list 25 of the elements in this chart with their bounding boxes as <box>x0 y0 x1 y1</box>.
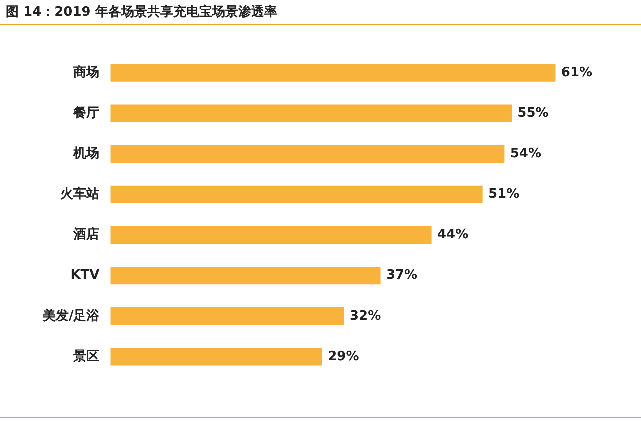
y-tick-label: 火车站 <box>60 186 100 202</box>
data-label: 61% <box>561 65 593 80</box>
bar <box>110 186 483 204</box>
y-tick-label: 美发/足浴 <box>42 308 101 324</box>
data-label: 29% <box>328 349 360 364</box>
y-tick-label: 酒店 <box>72 226 100 243</box>
data-label: 51% <box>488 187 520 202</box>
bar <box>110 348 322 366</box>
bar <box>110 226 432 244</box>
bar <box>110 145 505 164</box>
bar <box>110 266 381 285</box>
data-label: 44% <box>437 228 469 243</box>
data-label: 54% <box>510 146 542 162</box>
y-tick-label: 餐厅 <box>72 106 100 121</box>
chart-title: 图 14：2019 年各场景共享充电宝场景渗透率 <box>6 4 278 21</box>
y-tick-label: 景区 <box>72 349 100 364</box>
data-label: 37% <box>386 268 418 284</box>
y-tick-label: 商场 <box>72 64 100 80</box>
data-label: 55% <box>518 106 549 121</box>
bar <box>110 64 556 82</box>
data-label: 32% <box>350 308 382 324</box>
bar <box>110 308 344 326</box>
bar <box>110 104 512 122</box>
y-tick-label: 机场 <box>72 146 100 162</box>
y-tick-label: KTV <box>70 268 100 284</box>
